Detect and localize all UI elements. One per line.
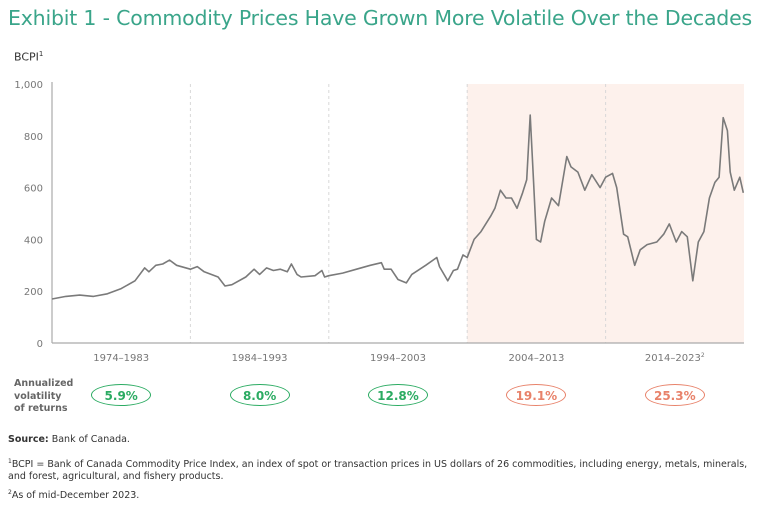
y-axis-label: BCPI1 (14, 50, 43, 64)
volatility-badge: 5.9% (91, 384, 152, 406)
y-tick-label: 600 (24, 184, 43, 195)
y-tick-label: 200 (24, 287, 43, 298)
volatility-badge: 25.3% (644, 384, 705, 406)
y-tick-label: 800 (24, 132, 43, 143)
volatility-label-line: Annualized (14, 378, 74, 389)
volatility-badge: 19.1% (506, 384, 567, 406)
volatility-label-line: volatility (14, 390, 62, 402)
footnote-marker: 1 (8, 458, 12, 465)
source-text: Bank of Canada. (48, 434, 130, 445)
period-label: 2004–2013 (508, 353, 564, 364)
period-label: 2014–20232 (645, 352, 705, 364)
y-axis-label-text: BCPI (14, 50, 39, 64)
volatility-badge: 12.8% (368, 384, 428, 406)
source-note: Source: Bank of Canada. (8, 434, 763, 446)
footnote-2: 2As of mid-December 2023. (8, 487, 763, 502)
period-label: 1994–2003 (370, 353, 426, 364)
volatility-badge: 8.0% (229, 384, 290, 406)
source-label: Source: (8, 434, 49, 445)
period-label: 1974–1983 (93, 353, 149, 364)
chart-title: Exhibit 1 - Commodity Prices Have Grown … (8, 6, 753, 30)
volatility-label: Annualized volatility of returns (14, 378, 73, 416)
y-tick-label: 1,000 (14, 80, 43, 91)
y-tick-label: 0 (37, 339, 43, 350)
line-chart: 1974–1983 1984–1993 1994–2003 2004–2013 2014… (14, 80, 745, 364)
bcpi-series-line (51, 114, 745, 300)
footnote-text: BCPI = Bank of Canada Commodity Price In… (8, 459, 748, 483)
footnote-text: As of mid-December 2023. (11, 490, 140, 502)
footnote-1: 1BCPI = Bank of Canada Commodity Price I… (8, 456, 763, 483)
footnote-marker: 2 (8, 489, 12, 496)
volatility-label-line: of returns (14, 403, 68, 414)
period-label: 1984–1993 (232, 353, 288, 364)
y-tick-label: 400 (24, 235, 43, 246)
footnote-marker: 1 (38, 50, 44, 58)
